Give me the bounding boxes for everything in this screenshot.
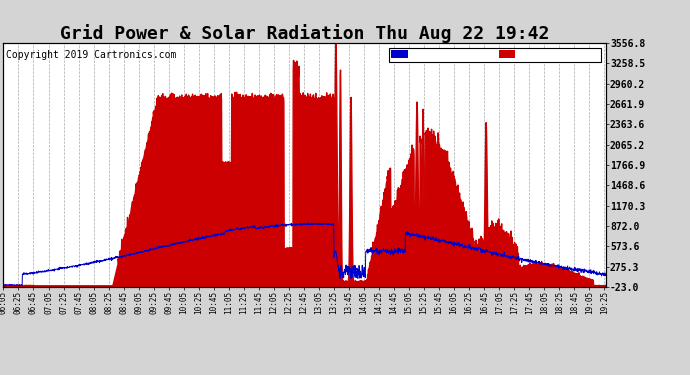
Text: Copyright 2019 Cartronics.com: Copyright 2019 Cartronics.com [6,51,177,60]
Legend: Radiation (w/m2), Grid (AC Watts): Radiation (w/m2), Grid (AC Watts) [388,48,601,62]
Title: Grid Power & Solar Radiation Thu Aug 22 19:42: Grid Power & Solar Radiation Thu Aug 22 … [60,24,549,43]
